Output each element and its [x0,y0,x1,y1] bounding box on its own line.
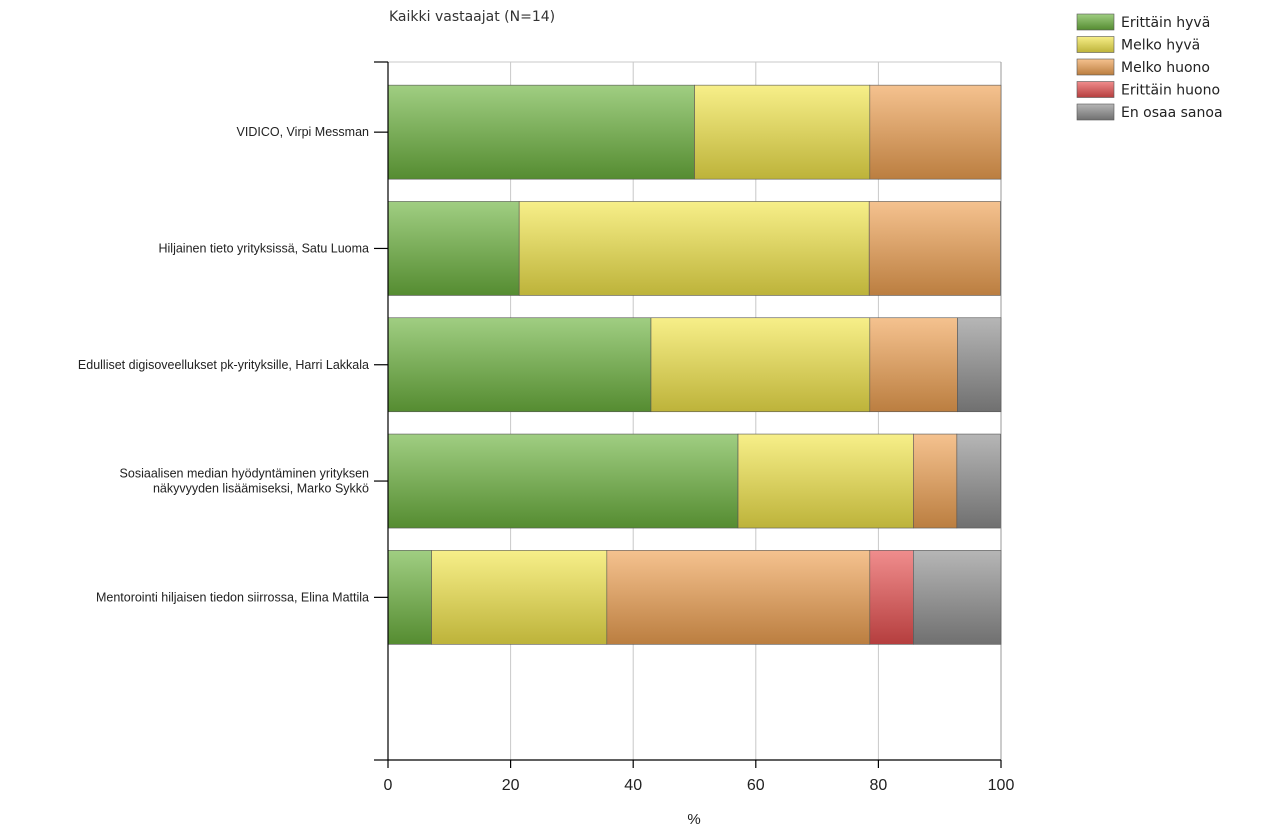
category-label: Mentorointi hiljaisen tiedon siirrossa, … [96,590,369,604]
category-labels: VIDICO, Virpi Messman Hiljainen tieto yri… [78,125,388,604]
legend-swatch-en-osaa-sanoa [1076,103,1115,121]
bar-hiljainen-tieto-yrityksi-melko-hyva [518,201,870,296]
bar-edulliset-digisoveelluks-en-osaa-sanoa [957,317,1002,413]
x-tick-label: 0 [384,777,393,794]
bar-mentorointi-hiljaisen-ti-erittain-huono [869,550,914,645]
bar-mentorointi-hiljaisen-ti-erittain-hyva [387,550,432,645]
x-axis-title: % [687,811,700,828]
bar-mentorointi-hiljaisen-ti-melko-hyva [431,550,608,645]
legend-swatch-melko-hyva [1076,36,1115,53]
x-tick-labels: 0 20 40 60 80 100 [384,777,1015,794]
bar-hiljainen-tieto-yrityksi-erittain-hyva [387,201,520,296]
bar-sosiaalisen-median-hyody-melko-huono [913,433,958,529]
category-label: Hiljainen tieto yrityksissä, Satu Luoma [158,241,369,255]
x-tick-label: 60 [747,777,765,794]
bar-sosiaalisen-median-hyody-erittain-hyva [387,433,739,529]
legend-swatch-melko-huono [1076,58,1115,76]
legend-label-erittain-huono: Erittäin huono [1121,83,1220,99]
bar-mentorointi-hiljaisen-ti-en-osaa-sanoa [913,550,1002,645]
legend-label-melko-huono: Melko huono [1121,60,1210,76]
bar-edulliset-digisoveelluks-melko-huono [869,317,958,413]
x-tick-label: 40 [624,777,642,794]
legend: Erittäin hyvä Melko hyvä Melko huono Erittä… [1076,13,1223,121]
axes [374,61,1002,768]
legend-label-melko-hyva: Melko hyvä [1121,38,1200,54]
legend-swatch-erittain-huono [1076,81,1115,98]
x-tick-label: 20 [502,777,520,794]
chart-title: Kaikki vastaajat (N=14) [389,9,555,25]
legend-label-en-osaa-sanoa: En osaa sanoa [1121,105,1223,121]
bar-edulliset-digisoveelluks-erittain-hyva [387,317,652,413]
bar-vidico-virpi-messman-melko-hyva [694,84,871,180]
bar-sosiaalisen-median-hyody-melko-hyva [737,433,914,529]
x-tick-label: 100 [988,777,1015,794]
category-label: Sosiaalisen median hyödyntäminen yrityks… [120,467,369,481]
category-label: VIDICO, Virpi Messman [237,125,369,139]
bar-vidico-virpi-messman-erittain-hyva [387,84,695,180]
category-label: Edulliset digisoveellukset pk-yrityksill… [78,358,369,372]
bar-sosiaalisen-median-hyody-en-osaa-sanoa [956,433,1001,529]
bar-vidico-virpi-messman-melko-huono [869,84,1002,180]
category-label: näkyvyyden lisäämiseksi, Marko Sykkö [153,482,369,496]
legend-swatch-erittain-hyva [1076,13,1115,31]
bar-hiljainen-tieto-yrityksi-melko-huono [868,201,1001,296]
bar-edulliset-digisoveelluks-melko-hyva [650,317,871,413]
bar-mentorointi-hiljaisen-ti-melko-huono [606,550,871,645]
x-tick-label: 80 [870,777,888,794]
bars [387,84,1002,645]
legend-label-erittain-hyva: Erittäin hyvä [1121,15,1210,31]
